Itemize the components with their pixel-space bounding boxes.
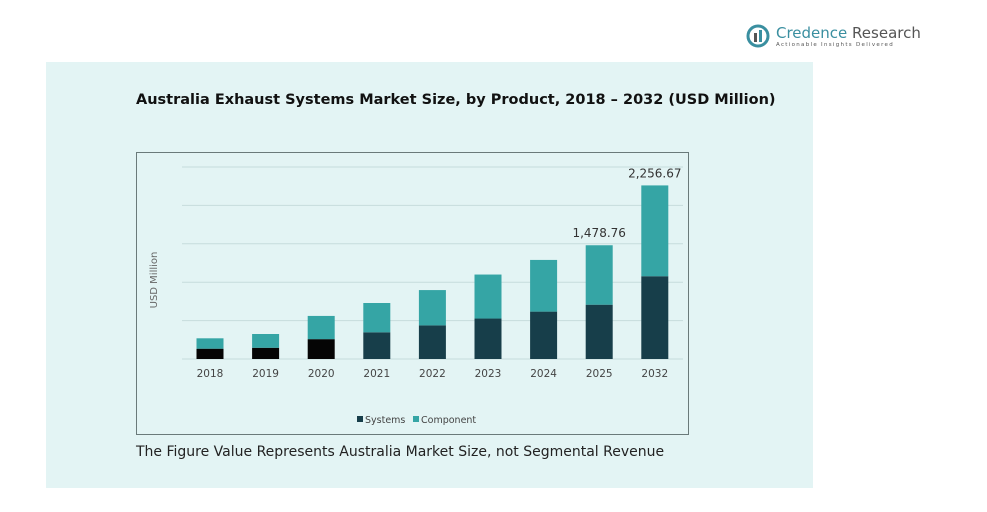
legend-swatch <box>413 416 419 422</box>
logo-tagline: Actionable Insights Delivered <box>776 42 895 48</box>
bar-component <box>474 274 502 319</box>
x-tick-label: 2023 <box>475 368 502 380</box>
chart-panel <box>46 62 813 488</box>
bar-systems <box>196 348 224 359</box>
bar-component <box>418 290 446 326</box>
bar-systems <box>474 318 502 359</box>
x-tick-label: 2018 <box>197 368 224 380</box>
bar-component <box>307 315 335 340</box>
y-axis-label: USD Million <box>149 252 160 309</box>
x-tick-label: 2025 <box>586 368 613 380</box>
x-tick-label: 2032 <box>641 368 668 380</box>
bar-systems <box>307 339 335 359</box>
x-tick-label: 2019 <box>252 368 279 380</box>
legend-label: Component <box>421 415 476 426</box>
bar-component <box>196 338 224 349</box>
x-tick-label: 2022 <box>419 368 446 380</box>
bar-component <box>252 334 280 348</box>
data-label: 1,478.76 <box>572 226 625 240</box>
bar-component <box>641 185 669 277</box>
chart-frame <box>136 152 689 435</box>
x-tick-label: 2020 <box>308 368 335 380</box>
bar-systems <box>585 304 613 359</box>
x-tick-label: 2024 <box>530 368 557 380</box>
credence-research-logo: Credence Research Actionable Insights De… <box>746 24 921 48</box>
logo-name: Credence <box>776 24 848 42</box>
bar-component <box>530 259 558 312</box>
bar-component <box>363 303 391 333</box>
legend-label: Systems <box>365 415 405 426</box>
bar-systems <box>641 276 669 359</box>
chart-title: Australia Exhaust Systems Market Size, b… <box>136 92 776 108</box>
bar-systems <box>252 347 280 359</box>
data-label: 2,256.67 <box>628 166 681 180</box>
bar-systems <box>530 311 558 359</box>
bar-systems <box>418 325 446 359</box>
x-tick-label: 2021 <box>363 368 390 380</box>
footnote: The Figure Value Represents Australia Ma… <box>136 444 665 460</box>
logo-icon <box>746 24 770 48</box>
logo-name2: Research <box>847 24 921 42</box>
bar-component <box>585 245 613 305</box>
bar-systems <box>363 332 391 359</box>
legend-swatch <box>357 416 363 422</box>
